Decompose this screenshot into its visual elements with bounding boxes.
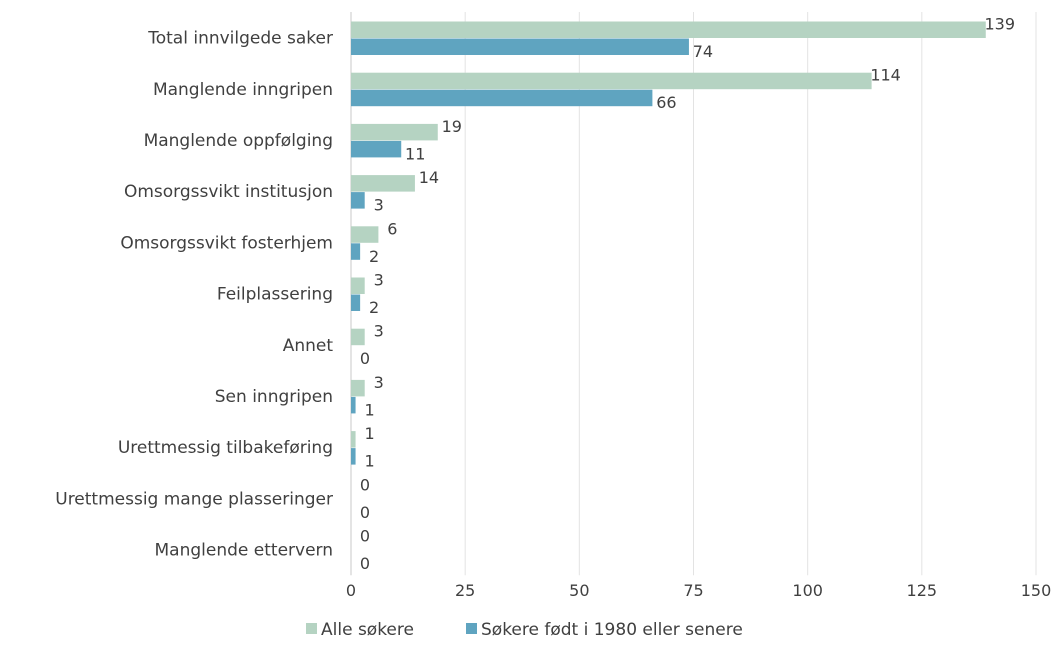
category-label: Manglende oppfølging bbox=[144, 131, 333, 151]
data-label: 74 bbox=[693, 42, 713, 61]
bar-sokere-1980 bbox=[351, 192, 365, 209]
category-label: Annet bbox=[283, 336, 334, 356]
category-label: Urettmessig tilbakeføring bbox=[118, 438, 333, 458]
data-label: 139 bbox=[984, 15, 1015, 34]
data-label: 11 bbox=[405, 144, 425, 163]
bar-sokere-1980 bbox=[351, 89, 653, 107]
x-tick-label: 0 bbox=[346, 581, 356, 600]
x-tick-label: 125 bbox=[907, 581, 938, 600]
category-label: Omsorgssvikt institusjon bbox=[124, 182, 333, 202]
data-label: 19 bbox=[442, 117, 462, 136]
legend-label: Søkere født i 1980 eller senere bbox=[481, 620, 743, 640]
x-tick-label: 100 bbox=[792, 581, 823, 600]
category-label: Feilplassering bbox=[217, 285, 333, 305]
data-label: 14 bbox=[419, 168, 439, 187]
category-label: Manglende inngripen bbox=[153, 80, 333, 100]
data-label: 3 bbox=[374, 196, 384, 215]
bar-alle-sokere bbox=[351, 431, 356, 448]
legend: Alle søkere Søkere født i 1980 eller sene… bbox=[306, 620, 743, 640]
data-label: 0 bbox=[360, 554, 370, 573]
bar-sokere-1980 bbox=[351, 140, 402, 158]
category-label: Total innvilgede saker bbox=[147, 29, 333, 49]
legend-swatch-alle-sokere bbox=[306, 623, 317, 634]
data-label: 2 bbox=[369, 247, 379, 266]
bar-sokere-1980 bbox=[351, 294, 361, 311]
data-label: 3 bbox=[374, 322, 384, 341]
data-label: 6 bbox=[387, 219, 397, 238]
x-tick-label: 50 bbox=[569, 581, 589, 600]
category-label: Omsorgssvikt fosterhjem bbox=[120, 233, 333, 253]
x-tick-label: 75 bbox=[683, 581, 703, 600]
x-axis-ticks: 0 25 50 75 100 125 150 bbox=[346, 581, 1051, 600]
data-label: 66 bbox=[656, 93, 676, 112]
data-label: 0 bbox=[360, 503, 370, 522]
bar-alle-sokere bbox=[351, 123, 438, 141]
bar-alle-sokere bbox=[351, 328, 365, 346]
data-label: 1 bbox=[364, 400, 374, 419]
data-label: 2 bbox=[369, 298, 379, 317]
x-tick-label: 150 bbox=[1021, 581, 1052, 600]
bar-sokere-1980 bbox=[351, 396, 356, 414]
bar-alle-sokere bbox=[351, 21, 986, 38]
x-tick-label: 25 bbox=[455, 581, 475, 600]
bar-sokere-1980 bbox=[351, 38, 689, 55]
bar-sokere-1980 bbox=[351, 448, 356, 465]
category-label: Urettmessig mange plasseringer bbox=[55, 489, 333, 509]
bar-sokere-1980 bbox=[351, 243, 361, 260]
data-label: 0 bbox=[360, 475, 370, 494]
bar-alle-sokere bbox=[351, 175, 415, 192]
data-label: 114 bbox=[870, 66, 901, 85]
category-labels: Total innvilgede saker Manglende inngripe… bbox=[55, 29, 333, 561]
bar-alle-sokere bbox=[351, 226, 379, 243]
category-label: Sen inngripen bbox=[215, 387, 333, 407]
bar-alle-sokere bbox=[351, 379, 365, 397]
category-label: Manglende ettervern bbox=[155, 541, 333, 561]
legend-label: Alle søkere bbox=[321, 620, 414, 640]
data-label: 0 bbox=[360, 349, 370, 368]
data-label: 1 bbox=[364, 424, 374, 443]
data-label: 0 bbox=[360, 527, 370, 546]
data-label: 1 bbox=[364, 452, 374, 471]
legend-swatch-sokere-1980 bbox=[466, 623, 477, 634]
bars bbox=[351, 21, 986, 465]
data-label: 3 bbox=[374, 271, 384, 290]
bar-alle-sokere bbox=[351, 72, 872, 90]
data-label: 3 bbox=[374, 373, 384, 392]
bar-alle-sokere bbox=[351, 277, 365, 294]
